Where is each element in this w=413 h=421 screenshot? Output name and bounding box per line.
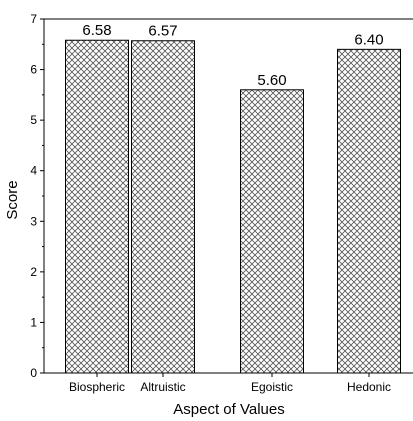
value-label-altruistic: 6.57 <box>148 23 177 40</box>
y-tick-label: 6 <box>30 63 37 77</box>
x-tick-label-egoistic: Egoistic <box>251 380 293 394</box>
y-tick-label: 4 <box>30 164 37 178</box>
y-tick-label: 7 <box>30 12 37 26</box>
x-tick-label-altruistic: Altruistic <box>140 380 185 394</box>
y-tick-label: 2 <box>30 265 37 279</box>
bars-layer <box>65 39 401 374</box>
value-label-egoistic: 5.60 <box>257 72 286 89</box>
bar-biospheric <box>65 39 129 374</box>
bar-egoistic <box>240 89 304 374</box>
y-tick-label: 5 <box>30 113 37 127</box>
value-labels-layer: 6.58 6.57 5.60 6.40 <box>82 22 383 89</box>
y-axis-title: Score <box>4 180 21 219</box>
value-label-hedonic: 6.40 <box>354 31 383 48</box>
y-tick-label: 0 <box>30 366 37 380</box>
x-ticks-layer: Biospheric Altruistic Egoistic Hedonic <box>69 373 391 394</box>
y-tick-label: 1 <box>30 315 37 329</box>
x-axis-title: Aspect of Values <box>173 401 284 418</box>
y-ticks-layer: 0 1 2 3 4 5 6 7 <box>30 12 44 380</box>
bar-altruistic <box>131 40 195 374</box>
y-tick-label: 3 <box>30 214 37 228</box>
x-tick-label-hedonic: Hedonic <box>347 380 391 394</box>
bar-hedonic <box>337 48 401 374</box>
x-tick-label-biospheric: Biospheric <box>69 380 125 394</box>
value-label-biospheric: 6.58 <box>82 22 111 39</box>
